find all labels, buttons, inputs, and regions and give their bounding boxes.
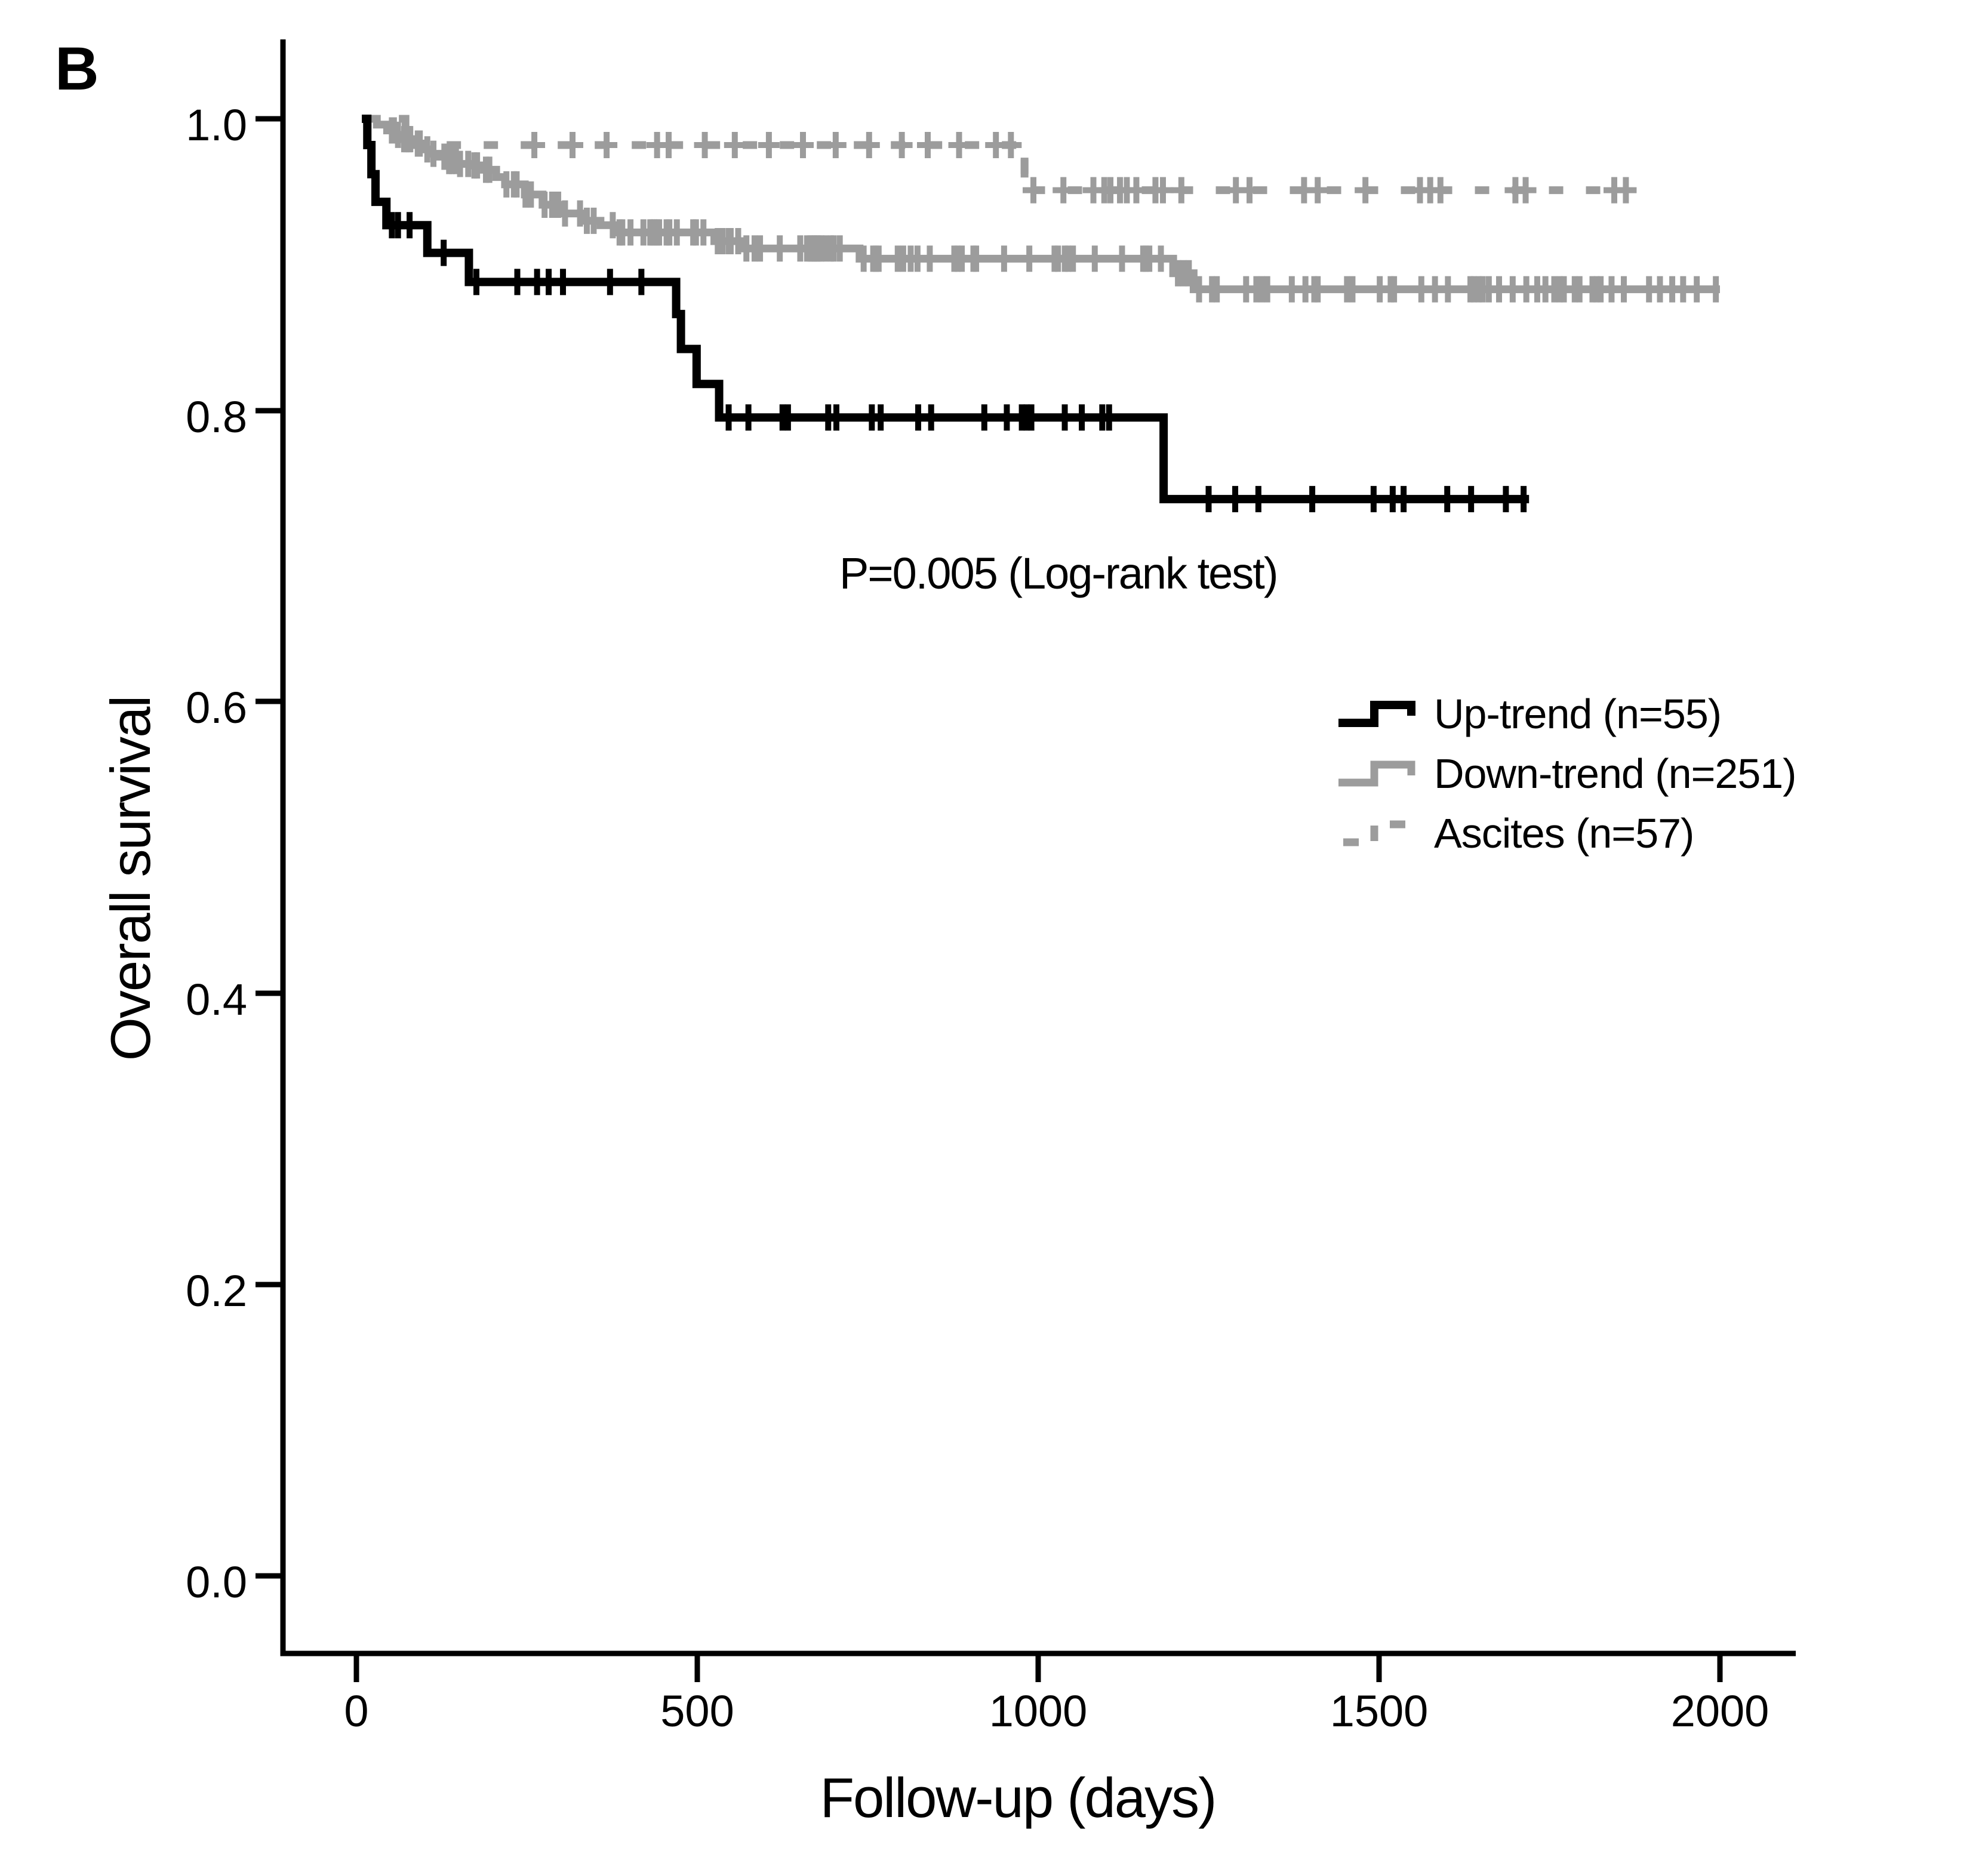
y-axis-title: Overall survival: [99, 697, 162, 1061]
y-tick-label-0.6: 0.6: [186, 683, 247, 732]
x-tick-label-0: 0: [344, 1686, 368, 1736]
y-tick-label-0.4: 0.4: [186, 975, 247, 1024]
legend-label-down-trend: Down-trend (n=251): [1434, 750, 1796, 797]
legend-item-ascites: Ascites (n=57): [1338, 810, 1694, 857]
curve-line-up-trend: [362, 115, 1530, 504]
y-tick-label-0.8: 0.8: [186, 392, 247, 442]
legend: Up-trend (n=55) Down-trend (n=251) Ascit…: [1338, 691, 1797, 857]
y-axis-ticks: [256, 116, 283, 1579]
legend-symbol-down-trend: [1338, 760, 1415, 787]
legend-label-up-trend: Up-trend (n=55): [1434, 691, 1721, 737]
legend-symbol-up-trend: [1338, 701, 1415, 727]
axes: [256, 39, 1796, 1682]
curve-up-trend: [362, 115, 1530, 513]
x-tick-label-1000: 1000: [989, 1686, 1088, 1736]
y-tick-label-0.0: 0.0: [186, 1557, 247, 1607]
x-tick-labels: 0 500 1000 1500 2000: [344, 1686, 1769, 1736]
x-tick-label-2000: 2000: [1671, 1686, 1769, 1736]
pvalue-annotation: P=0.005 (Log-rank test): [839, 549, 1278, 598]
legend-item-up-trend: Up-trend (n=55): [1338, 691, 1722, 737]
y-tick-label-1.0: 1.0: [186, 100, 247, 150]
x-axis-title: Follow-up (days): [820, 1766, 1216, 1829]
survival-curves: [362, 115, 1720, 513]
y-tick-label-0.2: 0.2: [186, 1266, 247, 1316]
x-tick-label-500: 500: [660, 1686, 734, 1736]
x-axis-ticks: [353, 1653, 1723, 1682]
legend-label-ascites: Ascites (n=57): [1434, 810, 1694, 857]
axis-lines: [280, 39, 1796, 1656]
y-tick-labels: 1.0 0.8 0.6 0.4 0.2 0.0: [186, 100, 247, 1607]
x-tick-label-1500: 1500: [1330, 1686, 1429, 1736]
curve-down-trend: [362, 115, 1720, 303]
panel-label: B: [55, 35, 99, 103]
curve-ascites: [362, 115, 1637, 204]
legend-item-down-trend: Down-trend (n=251): [1338, 750, 1797, 797]
